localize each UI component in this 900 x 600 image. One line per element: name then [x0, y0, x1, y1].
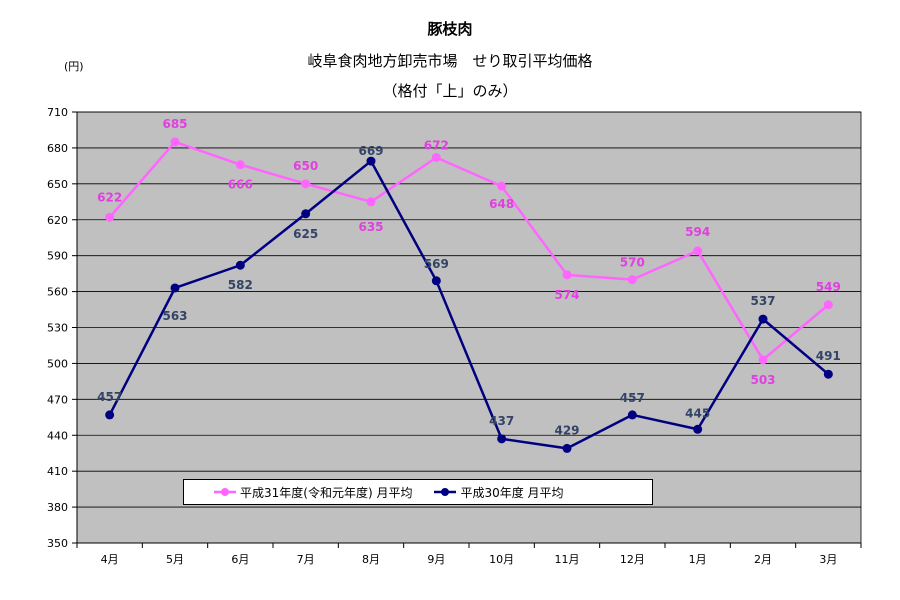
- series-0-point: [366, 197, 376, 207]
- series-0-data-label: 666: [228, 178, 253, 192]
- y-tick-label: 380: [47, 501, 68, 514]
- series-1-data-label: 445: [685, 406, 710, 420]
- axes: 350 380 410 440 470 500 530 560 590 620 650 680 710 4…: [47, 106, 862, 566]
- series-1-point: [627, 410, 637, 420]
- series-layer: [105, 137, 833, 453]
- series-1-data-label: 569: [424, 257, 449, 271]
- y-tick-label: 440: [47, 429, 68, 442]
- series-0: [105, 137, 833, 365]
- x-tick-label: 6月: [231, 553, 249, 566]
- series-0-data-label: 570: [620, 256, 645, 270]
- y-tick-label: 650: [47, 178, 68, 191]
- series-1-data-label: 669: [358, 144, 383, 158]
- series-0-point: [497, 181, 507, 191]
- series-0-point: [562, 270, 572, 280]
- x-tick-label: 11月: [555, 553, 580, 566]
- series-1-data-label: 429: [554, 423, 579, 437]
- chart-subtitle-grade: （格付「上」のみ）: [382, 82, 518, 100]
- x-tick-label: 9月: [427, 553, 445, 566]
- y-tick-label: 470: [47, 393, 68, 406]
- series-0-data-label: 635: [358, 220, 383, 234]
- chart-subtitle: 岐阜食肉地方卸売市場 せり取引平均価格: [307, 52, 593, 70]
- legend-label-previous-year: 平成30年度 月平均: [460, 485, 564, 500]
- series-1-data-label: 457: [97, 390, 122, 404]
- x-tick-label: 4月: [101, 553, 119, 566]
- series-1-data-label: 563: [162, 309, 187, 323]
- legend-item-previous-year: 平成30年度 月平均: [434, 484, 564, 501]
- series-0-point: [170, 137, 180, 147]
- y-tick-label: 560: [47, 286, 68, 299]
- y-axis-unit: (円): [64, 60, 84, 73]
- y-tick-label: 410: [47, 465, 68, 478]
- series-1-point: [235, 260, 245, 270]
- series-1-point: [170, 283, 180, 293]
- legend: 平成31年度(令和元年度) 月平均 平成30年度 月平均: [183, 479, 653, 505]
- series-1-data-label: 437: [489, 414, 514, 428]
- y-tick-label: 620: [47, 214, 68, 227]
- x-tick-label: 3月: [819, 553, 837, 566]
- x-tick-label: 8月: [362, 553, 380, 566]
- series-1-point: [301, 209, 311, 219]
- data-labels: 622 685 666 650 635 672 648 574 570 594 503 549 457 5…: [97, 117, 841, 437]
- y-tick-label: 500: [47, 357, 68, 370]
- x-tick-label: 12月: [620, 553, 645, 566]
- series-1-point: [431, 276, 441, 286]
- series-0-point: [431, 152, 441, 162]
- series-1-point: [693, 424, 703, 434]
- legend-label-current-year: 平成31年度(令和元年度) 月平均: [240, 485, 413, 500]
- series-0-data-label: 648: [489, 197, 514, 211]
- series-1-data-label: 582: [228, 278, 253, 292]
- y-tick-label: 710: [47, 106, 68, 119]
- series-1-data-label: 537: [750, 294, 775, 308]
- series-1-data-label: 491: [816, 349, 841, 363]
- series-1-point: [366, 156, 376, 166]
- chart-title: 豚枝肉: [427, 20, 473, 38]
- x-tick-label: 5月: [166, 553, 184, 566]
- y-tick-label: 680: [47, 142, 68, 155]
- series-0-data-label: 672: [424, 138, 449, 152]
- series-1-point: [758, 314, 768, 324]
- series-0-data-label: 503: [750, 373, 775, 387]
- series-0-data-label: 685: [162, 117, 187, 131]
- series-0-data-label: 574: [554, 288, 579, 302]
- x-tick-label: 1月: [689, 553, 707, 566]
- series-0-data-label: 594: [685, 225, 710, 239]
- series-line-0: [108, 140, 830, 362]
- series-1: [105, 156, 833, 453]
- series-0-point: [105, 212, 115, 222]
- series-1-point: [497, 434, 507, 444]
- series-0-point: [301, 179, 311, 189]
- series-0-point: [758, 355, 768, 365]
- x-tick-label: 10月: [489, 553, 514, 566]
- legend-swatch-current-year: [214, 488, 236, 496]
- series-1-point: [562, 443, 572, 453]
- legend-item-current-year: 平成31年度(令和元年度) 月平均: [214, 484, 412, 501]
- series-1-point: [823, 369, 833, 379]
- x-tick-label: 2月: [754, 553, 772, 566]
- series-0-point: [235, 160, 245, 170]
- series-0-data-label: 650: [293, 159, 318, 173]
- series-1-data-label: 457: [620, 391, 645, 405]
- y-tick-label: 350: [47, 537, 68, 550]
- series-0-data-label: 549: [816, 280, 841, 294]
- y-tick-label: 590: [47, 250, 68, 263]
- series-0-data-label: 622: [97, 190, 122, 204]
- series-1-data-label: 625: [293, 227, 318, 241]
- series-line-1: [108, 159, 830, 450]
- legend-swatch-previous-year: [434, 488, 457, 496]
- series-0-point: [627, 275, 637, 285]
- series-0-point: [693, 246, 703, 256]
- x-tick-label: 7月: [297, 553, 315, 566]
- series-0-point: [823, 300, 833, 310]
- y-tick-label: 530: [47, 322, 68, 335]
- series-1-point: [105, 410, 115, 420]
